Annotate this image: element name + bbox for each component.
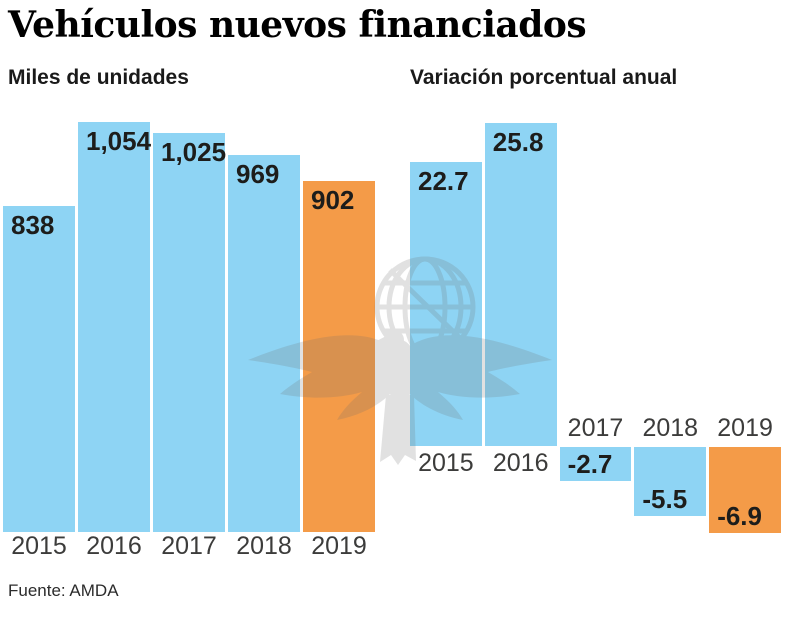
value-label-2017: -2.7 [567, 448, 613, 479]
year-label-2018: 2018 [642, 414, 699, 442]
bar-2019 [709, 447, 781, 534]
value-label-2016: 1,054 [86, 126, 152, 156]
bar-2016 [484, 123, 557, 446]
year-label-2016: 2016 [86, 532, 142, 560]
year-label-2017: 2017 [161, 532, 217, 560]
bar-2015 [3, 206, 75, 532]
value-label-2018: -5.5 [642, 483, 688, 514]
year-label-2015: 2015 [11, 532, 67, 560]
value-label-2015: 838 [11, 210, 55, 241]
value-label-2015: 22.7 [418, 165, 469, 196]
year-label-2016: 2016 [492, 449, 549, 477]
value-label-2016: 25.8 [492, 127, 544, 157]
bar-2018 [634, 447, 707, 516]
bar-2017 [153, 133, 225, 532]
bar-2016 [78, 122, 150, 532]
value-label-2019: 902 [311, 185, 355, 216]
variation-chart-subtitle: Variación porcentual anual [410, 66, 678, 89]
value-label-2017: 1,025 [161, 137, 227, 168]
source-note: Fuente: AMDA [8, 581, 119, 600]
page-title: Vehículos nuevos financiados [8, 4, 587, 46]
value-label-2018: 969 [236, 159, 280, 190]
year-label-2019: 2019 [311, 532, 367, 560]
bar-2019 [303, 181, 375, 532]
units-chart-subtitle: Miles de unidades [8, 66, 189, 89]
bar-2018 [228, 155, 300, 532]
year-label-2017: 2017 [567, 414, 624, 442]
year-label-2018: 2018 [236, 532, 292, 560]
bar-2017 [559, 447, 632, 481]
bar-2015 [410, 161, 482, 446]
year-label-2019: 2019 [717, 414, 773, 442]
year-label-2015: 2015 [418, 449, 474, 477]
value-label-2019: -6.9 [717, 501, 762, 532]
